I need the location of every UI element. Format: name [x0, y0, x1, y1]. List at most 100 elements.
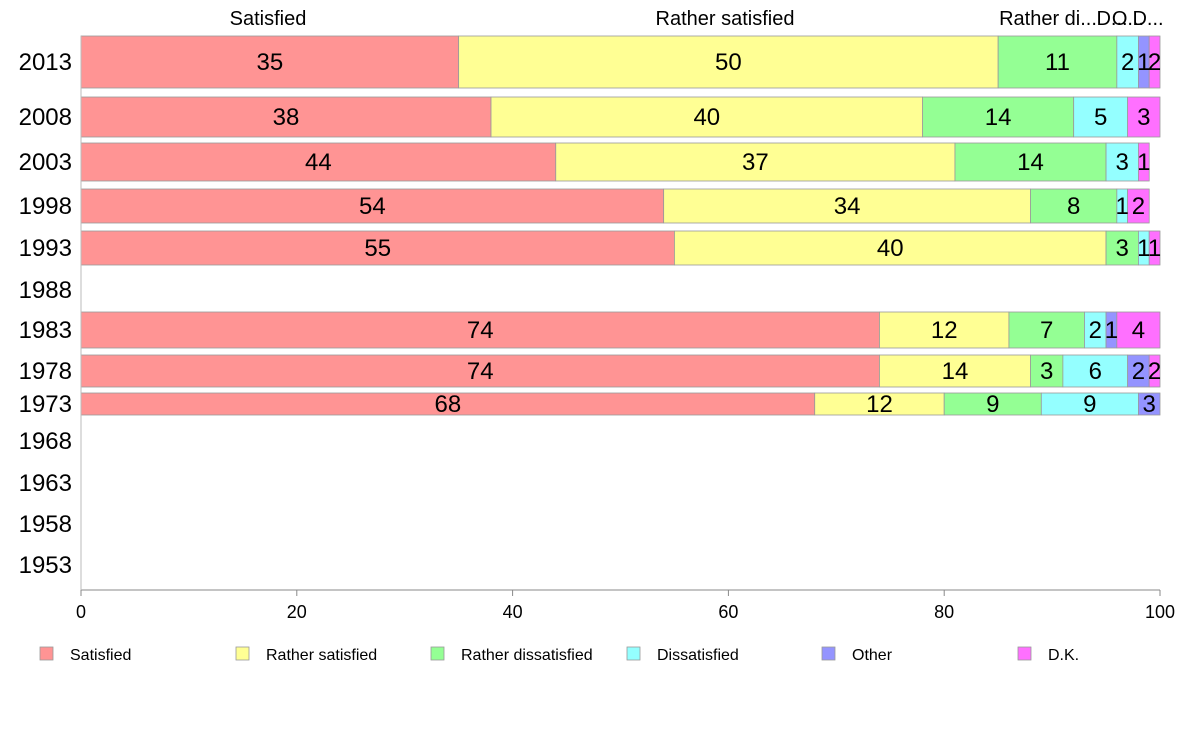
bar-segment-1998-rather-satisfied	[663, 188, 1031, 224]
data-label-1998-dissatisfied: 1	[1116, 193, 1129, 220]
x-tick-label-0: 0	[76, 602, 86, 622]
x-tick-label-20: 20	[287, 602, 307, 622]
bar-segment-2003-rather-satisfied	[555, 142, 956, 182]
y-tick-label-1998: 1998	[19, 193, 72, 220]
bar-segment-1998-satisfied	[80, 188, 665, 224]
y-tick-label-1988: 1988	[19, 277, 72, 304]
bar-segment-2008-dissatisfied	[1073, 96, 1129, 138]
x-tick-label-40: 40	[503, 602, 523, 622]
legend-label-1: Rather satisfied	[266, 647, 377, 664]
data-label-1983-rather-satisfied: 12	[931, 317, 958, 344]
y-tick-label-1978: 1978	[19, 358, 72, 385]
data-label-2003-rather-dissatisfied: 14	[1017, 149, 1044, 176]
data-label-1993-d-k-: 1	[1148, 235, 1161, 262]
data-label-1983-dissatisfied: 2	[1089, 317, 1102, 344]
y-tick-label-1973: 1973	[19, 391, 72, 418]
top-series-label-4: O...	[1112, 8, 1144, 30]
y-tick-label-2003: 2003	[19, 149, 72, 176]
legend-swatch-0	[39, 646, 54, 661]
y-tick-label-1953: 1953	[19, 552, 72, 579]
data-label-1973-rather-dissatisfied: 9	[986, 391, 999, 418]
data-label-1983-rather-dissatisfied: 7	[1040, 317, 1053, 344]
bar-segment-1993-satisfied	[80, 230, 675, 266]
data-label-1983-other: 1	[1105, 317, 1118, 344]
data-label-2008-rather-dissatisfied: 14	[985, 104, 1012, 131]
data-label-2013-dissatisfied: 2	[1121, 49, 1134, 76]
data-label-1983-d-k-: 4	[1132, 317, 1145, 344]
data-label-2008-dissatisfied: 5	[1094, 104, 1107, 131]
y-tick-label-2013: 2013	[19, 49, 72, 76]
data-label-1978-d-k-: 2	[1148, 358, 1161, 385]
legend-swatch-2	[430, 646, 445, 661]
bar-segment-2008-satisfied	[80, 96, 492, 138]
bar-segment-1983-rather-satisfied	[879, 311, 1010, 349]
data-label-1978-other: 2	[1132, 358, 1145, 385]
data-label-1993-rather-satisfied: 40	[877, 235, 904, 262]
legend-label-2: Rather dissatisfied	[461, 647, 593, 664]
top-series-label-5: D...	[1132, 8, 1163, 30]
data-label-2003-rather-satisfied: 37	[742, 149, 769, 176]
data-label-2013-d-k-: 2	[1148, 49, 1161, 76]
top-series-label-3: D...	[1096, 8, 1127, 30]
data-label-1998-satisfied: 54	[359, 193, 386, 220]
bar-segment-1978-dissatisfied	[1062, 354, 1129, 388]
data-label-1998-rather-dissatisfied: 8	[1067, 193, 1080, 220]
bar-segment-1998-d-k-	[1127, 188, 1150, 224]
bar-segment-1993-d-k-	[1148, 230, 1161, 266]
bar-segment-2013-rather-dissatisfied	[997, 35, 1118, 89]
y-tick-label-2008: 2008	[19, 104, 72, 131]
legend-label-3: Dissatisfied	[657, 647, 739, 664]
data-label-2003-satisfied: 44	[305, 149, 332, 176]
legend-label-4: Other	[852, 647, 893, 664]
data-label-1998-rather-satisfied: 34	[834, 193, 861, 220]
bar-segment-2008-rather-dissatisfied	[922, 96, 1075, 138]
data-label-1978-rather-satisfied: 14	[942, 358, 969, 385]
data-label-1993-rather-dissatisfied: 3	[1116, 235, 1129, 262]
bar-segment-1998-rather-dissatisfied	[1030, 188, 1118, 224]
bar-segment-1983-d-k-	[1116, 311, 1161, 349]
bar-segment-2013-satisfied	[80, 35, 460, 89]
y-tick-label-1963: 1963	[19, 470, 72, 497]
x-axis: 0 20 40 60 80 100	[76, 36, 1175, 622]
data-label-1978-dissatisfied: 6	[1089, 358, 1102, 385]
bar-segment-2003-d-k-	[1138, 142, 1150, 182]
x-tick-label-100: 100	[1145, 602, 1175, 622]
data-label-2013-other: 1	[1137, 49, 1150, 76]
data-label-1993-dissatisfied: 1	[1137, 235, 1150, 262]
x-tick-label-80: 80	[934, 602, 954, 622]
top-series-label-0: Satisfied	[230, 8, 307, 30]
data-label-2008-satisfied: 38	[273, 104, 300, 131]
data-label-1973-other: 3	[1143, 391, 1156, 418]
data-label-2008-d-k-: 3	[1137, 104, 1150, 131]
y-tick-label-1993: 1993	[19, 235, 72, 262]
bar-segment-2003-dissatisfied	[1105, 142, 1139, 182]
y-axis: 2013 2008 2003 1998 1993 1988 1983 1978 1973 1968…	[19, 49, 72, 579]
y-tick-label-1983: 1983	[19, 317, 72, 344]
y-tick-label-1958: 1958	[19, 511, 72, 538]
data-label-1993-satisfied: 55	[364, 235, 391, 262]
top-series-label-2: Rather di...	[999, 8, 1097, 30]
data-label-1978-satisfied: 74	[467, 358, 494, 385]
legend: Satisfied Rather satisfied Rather dissatis…	[39, 646, 1079, 664]
data-label-1978-rather-dissatisfied: 3	[1040, 358, 1053, 385]
legend-label-5: D.K.	[1048, 647, 1079, 664]
legend-swatch-1	[235, 646, 250, 661]
bar-segment-1993-rather-satisfied	[674, 230, 1107, 266]
data-label-2013-rather-dissatisfied: 11	[1045, 49, 1070, 76]
legend-swatch-3	[626, 646, 641, 661]
bar-segment-1993-rather-dissatisfied	[1105, 230, 1139, 266]
data-label-1998-d-k-: 2	[1132, 193, 1145, 220]
data-label-2003-d-k-: 1	[1137, 149, 1150, 176]
bars	[80, 35, 1161, 416]
legend-swatch-5	[1017, 646, 1032, 661]
bar-segment-1978-rather-satisfied	[879, 354, 1031, 388]
data-label-2013-rather-satisfied: 50	[715, 49, 742, 76]
bar-segment-1973-other	[1138, 392, 1161, 416]
bar-segment-2008-d-k-	[1127, 96, 1161, 138]
bar-segment-1978-d-k-	[1148, 354, 1161, 388]
top-series-label-1: Rather satisfied	[656, 8, 795, 30]
data-label-1973-dissatisfied: 9	[1083, 391, 1096, 418]
data-label-1973-satisfied: 68	[435, 391, 462, 418]
